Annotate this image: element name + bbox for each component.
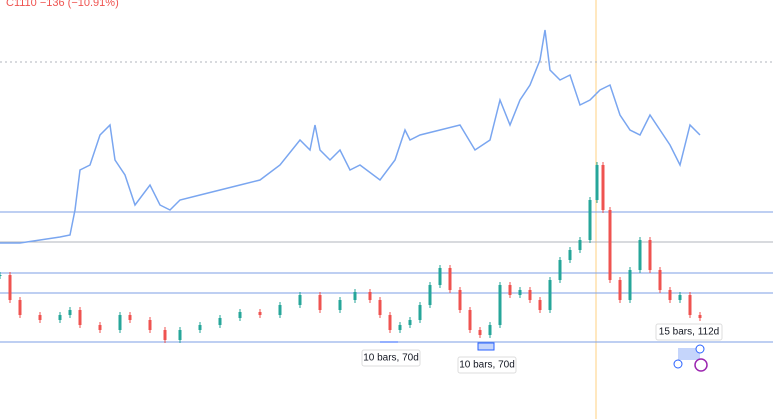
candle-body	[458, 290, 462, 310]
alert-icon[interactable]	[694, 358, 708, 372]
ruler-box	[361, 349, 421, 367]
candle-body	[128, 315, 132, 320]
candle-body	[578, 240, 582, 250]
candle-body	[198, 325, 202, 330]
ruler-box	[457, 356, 517, 374]
candle-body	[278, 305, 282, 315]
candle-body	[595, 165, 599, 200]
candle-body	[448, 268, 452, 290]
candle-body	[118, 315, 122, 330]
candle-body	[38, 315, 42, 320]
candle-body	[388, 315, 392, 330]
handle[interactable]	[695, 344, 705, 354]
candle-body	[548, 280, 552, 310]
candle-body	[368, 292, 372, 300]
candle-body	[608, 210, 612, 280]
candle-body	[408, 320, 412, 325]
candle-body	[98, 325, 102, 330]
compare-line	[0, 29, 701, 244]
candle-body	[638, 240, 642, 270]
candle-body	[238, 312, 242, 318]
candle-body	[658, 270, 662, 290]
candle-body	[628, 270, 632, 300]
candle-body	[398, 325, 402, 330]
candle-body	[178, 330, 182, 340]
ruler-box	[655, 323, 723, 341]
candle-body	[68, 310, 72, 315]
candle-body	[478, 330, 482, 335]
candle-body	[601, 165, 605, 210]
candle-body	[688, 295, 692, 315]
candle-body	[428, 285, 432, 305]
candle-body	[568, 250, 572, 260]
candle-body	[378, 300, 382, 315]
candle-body	[698, 315, 702, 318]
ruler-2: 10 bars, 70d	[457, 342, 517, 374]
candle-body	[0, 275, 2, 276]
ruler-1: 10 bars, 70d	[361, 341, 421, 367]
candle-body	[258, 312, 262, 315]
ruler-3: 15 bars, 112d	[655, 323, 723, 372]
candle-body	[58, 315, 62, 320]
candle-body	[8, 275, 12, 300]
candle-body	[298, 295, 302, 305]
candle-body	[668, 290, 672, 300]
candle-body	[353, 292, 357, 300]
ruler-label: 10 bars, 70d	[459, 360, 515, 371]
handle[interactable]	[673, 359, 683, 369]
candle-body	[338, 300, 342, 310]
candle-body	[508, 285, 512, 295]
candle-body	[18, 300, 22, 315]
candle-body	[438, 268, 442, 285]
candle-body	[498, 285, 502, 325]
quote: C1110 −136 (−10.91%)	[6, 0, 119, 9]
candle-body	[538, 300, 542, 310]
candle-body	[318, 295, 322, 310]
candle-body	[163, 330, 167, 340]
ruler-label: 15 bars, 112d	[659, 327, 719, 338]
candle-body	[588, 200, 592, 240]
candle-body	[148, 320, 152, 330]
candle-body	[648, 240, 652, 270]
candle-body	[488, 325, 492, 335]
candle-body	[678, 295, 682, 300]
ruler-range	[678, 348, 700, 360]
ruler-label: 10 bars, 70d	[363, 353, 419, 364]
candle-body	[218, 318, 222, 325]
candle-body	[78, 310, 82, 325]
candle-body	[468, 310, 472, 330]
candle-body	[418, 305, 422, 320]
candle-body	[518, 290, 522, 295]
ruler-range	[477, 342, 495, 351]
candle-body	[558, 260, 562, 280]
candle-body	[618, 280, 622, 300]
candle-body	[528, 290, 532, 300]
